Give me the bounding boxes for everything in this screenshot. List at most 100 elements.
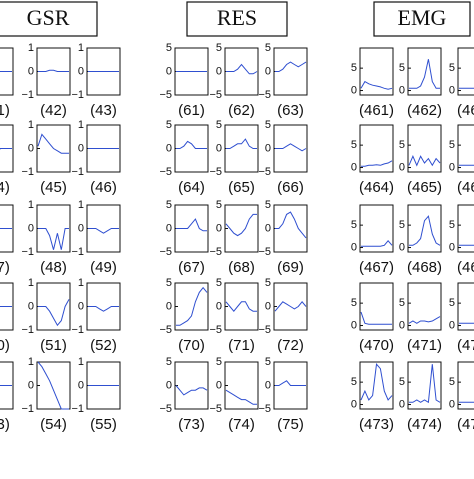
signal-line — [408, 155, 441, 167]
signal-line — [226, 138, 257, 149]
panel-label: (67) — [178, 259, 205, 276]
panel-frame — [36, 361, 71, 410]
panel-label: (470) — [359, 337, 394, 354]
panel-label: (50) — [0, 337, 10, 354]
y-tick-label: 5 — [265, 277, 271, 289]
panel-frame — [359, 282, 394, 331]
y-tick-label: −5 — [159, 403, 172, 415]
y-tick-label: 0 — [449, 161, 455, 173]
panel-label: (46) — [90, 179, 117, 196]
header-box — [186, 1, 288, 37]
panel-frame — [0, 47, 14, 96]
y-tick-label: 0 — [399, 319, 405, 331]
y-tick-label: 1 — [28, 277, 34, 289]
y-tick-label: 5 — [449, 219, 455, 231]
signal-line — [275, 61, 307, 72]
y-tick-label: 5 — [399, 297, 405, 309]
y-tick-label: 0 — [78, 142, 84, 154]
panel-label: (466) — [457, 179, 474, 196]
signal-line — [38, 299, 70, 327]
y-tick-label: 0 — [78, 300, 84, 312]
panel-label: (52) — [90, 337, 117, 354]
panel-frame — [457, 124, 474, 173]
panel-frame — [359, 204, 394, 253]
panel-frame — [457, 282, 474, 331]
y-tick-label: −1 — [21, 166, 34, 178]
panel-label: (68) — [228, 259, 255, 276]
panel-frame — [224, 361, 259, 410]
y-tick-label: −5 — [258, 403, 271, 415]
signal-line — [409, 59, 440, 89]
y-tick-label: 5 — [166, 42, 172, 54]
signal-line — [409, 215, 441, 246]
y-tick-label: 0 — [399, 398, 405, 410]
y-tick-label: 0 — [216, 222, 222, 234]
y-tick-label: 1 — [78, 42, 84, 54]
y-tick-label: 0 — [216, 65, 222, 77]
panel-label: (473) — [359, 416, 394, 433]
panel-label: (472) — [457, 337, 474, 354]
signal-line — [176, 286, 208, 326]
y-tick-label: 1 — [28, 356, 34, 368]
y-tick-label: 0 — [399, 84, 405, 96]
panel-label: (42) — [40, 102, 67, 119]
y-tick-label: −5 — [258, 89, 271, 101]
y-tick-label: −5 — [159, 246, 172, 258]
y-tick-label: −1 — [71, 403, 84, 415]
panel-frame — [0, 124, 14, 173]
panel-frame — [407, 204, 442, 253]
y-tick-label: 0 — [166, 379, 172, 391]
y-tick-label: 5 — [449, 62, 455, 74]
signal-line — [38, 228, 69, 250]
y-tick-label: −5 — [258, 324, 271, 336]
signal-line — [0, 148, 12, 150]
panel-label: (64) — [178, 179, 205, 196]
signal-line — [408, 316, 441, 324]
panel-frame — [359, 47, 394, 96]
y-tick-label: 5 — [216, 277, 222, 289]
y-tick-label: −5 — [209, 89, 222, 101]
y-tick-label: 5 — [265, 356, 271, 368]
y-tick-label: 5 — [351, 297, 357, 309]
y-tick-label: 0 — [28, 222, 34, 234]
panel-frame — [359, 361, 394, 410]
signal-line — [409, 364, 441, 404]
panel-label: (69) — [277, 259, 304, 276]
y-tick-label: 0 — [351, 241, 357, 253]
y-tick-label: 0 — [28, 65, 34, 77]
y-tick-label: 5 — [351, 62, 357, 74]
y-tick-label: 0 — [166, 222, 172, 234]
signal-line — [360, 363, 393, 401]
y-tick-label: 0 — [28, 300, 34, 312]
y-tick-label: 0 — [351, 84, 357, 96]
y-tick-label: −5 — [258, 246, 271, 258]
y-tick-label: 5 — [166, 119, 172, 131]
y-tick-label: 0 — [265, 142, 271, 154]
panel-label: (45) — [40, 179, 67, 196]
y-tick-label: 5 — [351, 219, 357, 231]
panel-frame — [174, 282, 209, 331]
panel-frame — [0, 361, 14, 410]
y-tick-label: 1 — [78, 119, 84, 131]
y-tick-label: 5 — [265, 199, 271, 211]
y-tick-label: 5 — [216, 42, 222, 54]
y-tick-label: −5 — [258, 166, 271, 178]
y-tick-label: 0 — [449, 84, 455, 96]
y-tick-label: 1 — [78, 277, 84, 289]
y-tick-label: 1 — [28, 42, 34, 54]
panel-label: (54) — [40, 416, 67, 433]
panel-label: (467) — [359, 259, 394, 276]
signal-line — [176, 218, 207, 232]
panel-label: (468) — [407, 259, 442, 276]
panel-label: (66) — [277, 179, 304, 196]
y-tick-label: −5 — [209, 246, 222, 258]
y-tick-label: 5 — [265, 42, 271, 54]
panel-label: (474) — [407, 416, 442, 433]
y-tick-label: 0 — [351, 161, 357, 173]
panel-label: (72) — [277, 337, 304, 354]
y-tick-label: 5 — [216, 199, 222, 211]
y-tick-label: −1 — [21, 89, 34, 101]
panel-frame — [0, 282, 14, 331]
panel-frame — [174, 361, 209, 410]
header-box — [373, 1, 471, 37]
